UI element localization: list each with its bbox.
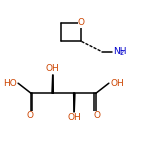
Text: 2: 2 [119, 50, 123, 56]
Text: OH: OH [46, 64, 60, 73]
Polygon shape [52, 75, 53, 93]
Text: HO: HO [3, 79, 17, 88]
Text: O: O [78, 18, 85, 27]
Text: O: O [27, 111, 34, 120]
Text: OH: OH [110, 79, 124, 88]
Polygon shape [74, 93, 75, 112]
Text: OH: OH [67, 113, 81, 122]
Text: O: O [93, 111, 100, 120]
Text: NH: NH [113, 47, 127, 56]
